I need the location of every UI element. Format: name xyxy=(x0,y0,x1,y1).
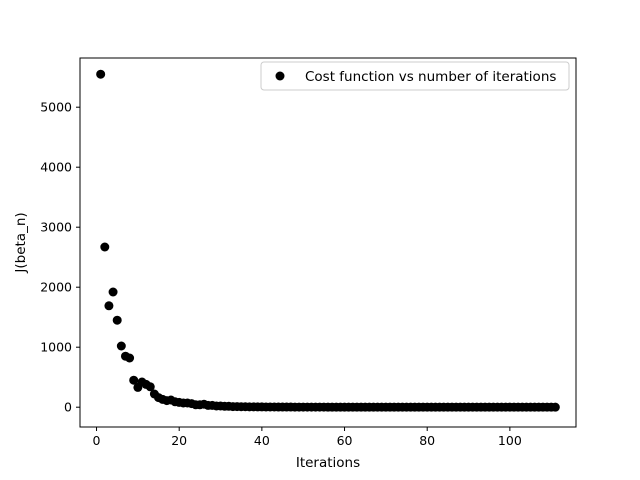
data-point xyxy=(108,287,118,297)
data-point xyxy=(100,242,110,252)
data-point xyxy=(112,315,122,325)
data-point xyxy=(104,301,114,311)
y-tick-label: 0 xyxy=(64,400,72,415)
x-axis-label: Iterations xyxy=(296,455,360,471)
y-tick-label: 3000 xyxy=(40,220,72,235)
plot-frame xyxy=(79,57,577,428)
legend-box xyxy=(260,61,570,91)
data-point xyxy=(125,353,135,363)
data-point xyxy=(129,375,139,385)
y-tick-label: 1000 xyxy=(40,340,72,355)
data-point xyxy=(145,382,155,392)
y-axis-label: J(beta_n) xyxy=(13,212,29,273)
data-points xyxy=(96,69,560,412)
data-point xyxy=(96,69,106,79)
data-point xyxy=(116,341,126,351)
y-tick-label: 4000 xyxy=(40,160,72,175)
y-tick-label: 2000 xyxy=(40,280,72,295)
x-tick-label: 40 xyxy=(254,433,270,448)
x-tick-label: 20 xyxy=(171,433,187,448)
data-point xyxy=(550,402,560,412)
legend: Cost function vs number of iterations xyxy=(260,61,570,91)
legend-marker xyxy=(275,71,285,81)
x-tick-label: 60 xyxy=(337,433,353,448)
x-tick-label: 0 xyxy=(93,433,101,448)
legend-label: Cost function vs number of iterations xyxy=(305,69,556,85)
y-axis-ticks: 0 1000 2000 3000 4000 5000 xyxy=(40,100,80,415)
y-tick-label: 5000 xyxy=(40,100,72,115)
x-axis-ticks: 0 20 40 60 80 100 xyxy=(93,427,522,448)
x-tick-label: 80 xyxy=(419,433,435,448)
x-tick-label: 100 xyxy=(498,433,522,448)
